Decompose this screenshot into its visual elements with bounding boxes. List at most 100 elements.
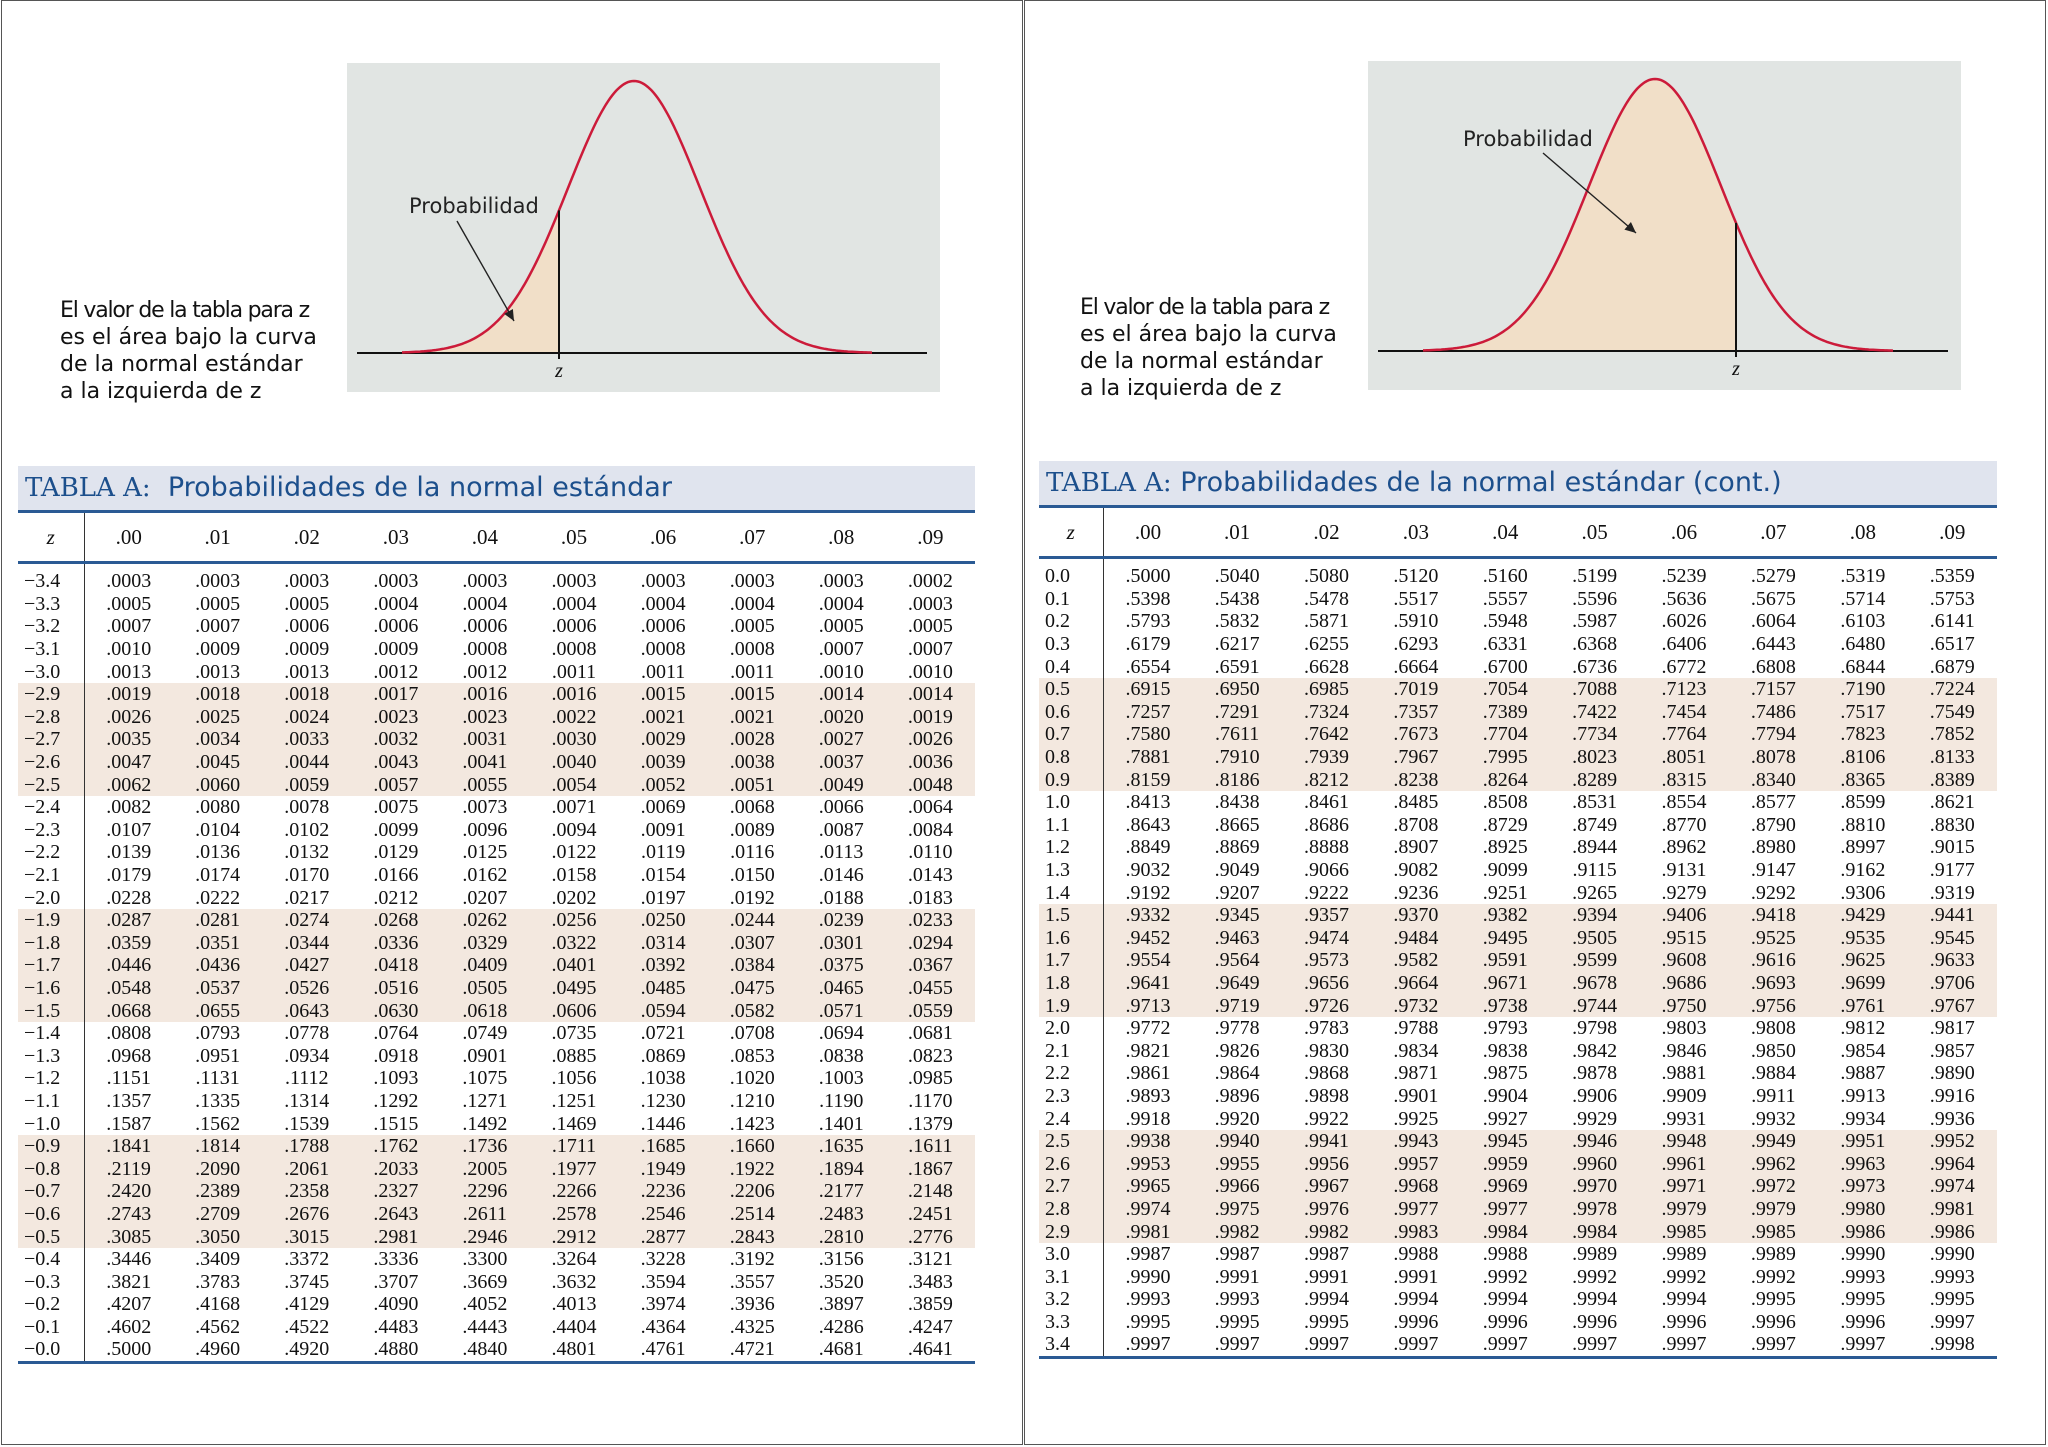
probability-cell: .9997 [1549,1333,1640,1359]
caption-line: de la normal estándar [1080,349,1323,374]
table-row: 3.0 .9987 .9987 .9987 .9988 .9988 .9989 .9989 .9… [1039,1242,1997,1266]
probability-cell: .9911 [1751,1084,1796,1107]
probability-cell: .2776 [885,1225,975,1248]
probability-cell: .2946 [440,1225,530,1248]
table-row: −1.9.0287.0281.0274.0268.0262.0256.0250.… [18,908,975,932]
table-row: −2.6.0047.0045.0044.0043.0041.0040.0039.… [18,750,975,774]
table-row: −3.2 .0007 .0007 .0006 .0006 .0006 .0006 .0006.… [18,615,975,638]
column-header: .02 [1281,508,1372,559]
probability-cell: .8051 [1639,745,1729,769]
probability-cell: .9961 [1639,1152,1729,1176]
probability-cell: .9931 [1661,1107,1707,1130]
probability-cell: .9474 [1281,926,1372,950]
probability-cell: .0003 [818,570,864,593]
probability-cell: .5120 [1393,565,1439,588]
normal-density-curve [402,79,873,354]
probability-cell: .0207 [462,886,508,909]
probability-cell: .9980 [1818,1197,1908,1221]
probability-cell: .9913 [1840,1084,1886,1107]
probability-cell: .9989 [1572,1243,1618,1266]
probability-cell: .9997 [1192,1333,1282,1359]
probability-cell: .9744 [1549,994,1640,1017]
column-header: .09 [1907,508,1997,559]
table-row: −1.5.0668.0655.0643.0630.0618.0606.0594.… [18,999,975,1022]
probability-cell: .9887 [1840,1062,1886,1085]
probability-cell: .9963 [1818,1152,1908,1176]
probability-cell: .0007 [818,638,864,661]
probability-cell: .3336 [373,1248,419,1271]
probability-cell: .3050 [173,1225,263,1248]
probability-cell: .9948 [1639,1129,1729,1153]
probability-cell: .8365 [1818,768,1908,791]
probability-cell: .3121 [907,1248,953,1271]
probability-cell: .0003 [195,570,241,593]
probability-cell: .8577 [1750,791,1796,814]
probability-cell: .0107 [106,818,152,841]
probability-cell: .1271 [462,1089,508,1112]
probability-cell: .8830 [1929,813,1975,836]
probability-cell: .0668 [84,999,174,1022]
probability-cell: .2743 [84,1202,174,1226]
probability-cell: .0016 [440,682,530,706]
table-title-right: TABLA A: Probabilidades de la normal est… [1039,461,1997,505]
probability-cell: .0023 [351,705,441,729]
probability-cell: .3557 [729,1270,775,1293]
probability-cell: .0329 [440,931,530,955]
column-header: .02 [262,513,352,564]
probability-cell: .0041 [440,750,530,774]
probability-cell: .9251 [1482,881,1528,904]
probability-cell: .9793 [1482,1017,1528,1040]
probability-cell: .9987 [1214,1243,1260,1266]
probability-cell: .0351 [173,931,263,955]
z-value-cell: 1.0 [1039,790,1104,814]
probability-cell: .9981 [1907,1197,1997,1221]
caption-line: es el área bajo la curva [1080,322,1337,347]
table-row: −1.8.0359.0351.0344.0336.0329.0322.0314.… [18,931,975,955]
probability-cell: .0005 [818,615,864,638]
probability-cell: .9463 [1192,926,1282,950]
probability-cell: .0031 [440,728,530,751]
probability-cell: .8944 [1572,836,1618,859]
table-row: 2.0 .9772 .9778 .9783 .9788 .9793 .9798 .9803 .9… [1039,1016,1997,1040]
probability-cell: .9719 [1192,994,1282,1017]
probability-cell: .0102 [284,818,330,841]
probability-cell: .2810 [796,1225,886,1248]
probability-cell: .8106 [1818,745,1908,769]
probability-cell: .9545 [1907,926,1997,950]
table-row: −2.0 .0228 .0222 .0217 .0212 .0207 .0202 .0197.… [18,886,975,909]
probability-cell: .0314 [618,931,708,955]
caption-line: El valor de la tabla para z [1080,295,1330,320]
probability-cell: .9906 [1572,1084,1618,1107]
probability-cell: .9441 [1907,903,1997,927]
probability-cell: .3745 [284,1270,330,1293]
table-row: 3.2 .9993 .9993 .9994 .9994 .9994 .9994 .9994 .9… [1039,1288,1997,1311]
table-row: −2.5.0062.0060.0059.0057.0055.0054.0052.… [18,773,975,796]
probability-cell: .9990 [1929,1243,1975,1266]
probability-cell: .9850 [1750,1039,1796,1062]
probability-cell: .5753 [1929,587,1975,610]
table-row: 3.1 .9990 .9991 .9991 .9991 .9992 .9992 .9992 .9… [1039,1265,1997,1288]
probability-cell: .5793 [1125,610,1171,633]
probability-cell: .4090 [373,1293,419,1316]
probability-cell: .5832 [1214,610,1260,633]
z-value-cell: 2.2 [1039,1062,1104,1085]
probability-cell: .6736 [1572,655,1618,678]
probability-cell: .8810 [1840,813,1886,836]
probability-cell: .9616 [1728,949,1819,972]
probability-cell: .8186 [1192,768,1282,791]
probability-cell: .0548 [84,976,174,1000]
probability-cell: .0032 [351,728,441,751]
probability-cell: .9987 [1125,1243,1171,1266]
probability-cell: .7881 [1103,745,1193,769]
probability-cell: .0006 [284,615,330,638]
probability-cell: .9901 [1393,1084,1439,1107]
table-row: 1.3 .9032 .9049 .9066 .9082 .9099 .9115 .9131 .9… [1039,858,1997,882]
probability-cell: .9591 [1460,949,1550,972]
probability-cell: .6950 [1192,677,1282,701]
column-header: .08 [1818,508,1908,559]
probability-cell: .0003 [640,570,686,593]
probability-cell: .9985 [1728,1220,1819,1243]
probability-cell: .0009 [373,638,419,661]
table-row: −3.4 .0003 .0003 .0003 .0003 .0003 .0003 .0003.… [18,570,975,593]
probability-cell: .0344 [262,931,352,955]
